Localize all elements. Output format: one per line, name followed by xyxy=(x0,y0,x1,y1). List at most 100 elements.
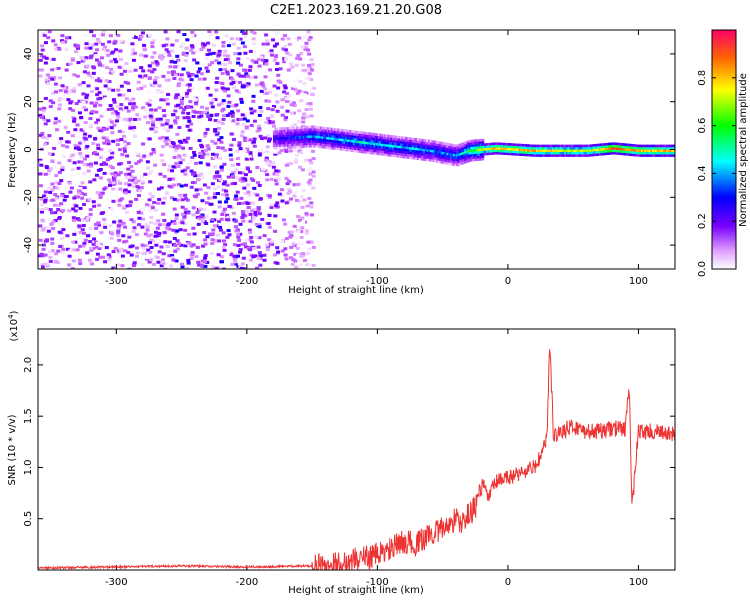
spectrogram-cell xyxy=(338,143,342,146)
spectrogram-cell xyxy=(82,136,87,140)
spectrogram-cell xyxy=(451,151,455,154)
spectrogram-cell xyxy=(428,158,432,162)
spectrogram-cell xyxy=(225,113,230,117)
spectrogram-cell xyxy=(462,142,466,145)
spectrogram-cell xyxy=(650,149,654,152)
spectrogram-cell xyxy=(79,56,84,60)
spectrogram-cell xyxy=(274,130,278,133)
spectrogram-cell xyxy=(278,185,283,189)
spectrogram-cell xyxy=(667,151,671,155)
spectrogram-cell xyxy=(434,150,438,153)
spectrogram-cell xyxy=(312,139,316,143)
spectrogram-cell xyxy=(280,137,284,140)
spectrogram-cell xyxy=(152,200,157,204)
spectrogram-cell xyxy=(108,118,113,122)
spectrogram-cell xyxy=(108,181,113,185)
spectrogram-cell xyxy=(182,33,187,37)
spectrogram-cell xyxy=(60,165,65,169)
spectrogram-cell xyxy=(343,134,347,137)
spectrogram-cell xyxy=(310,92,315,96)
spectrogram-cell xyxy=(103,260,108,264)
spectrogram-cell xyxy=(395,138,399,141)
spectrogram-cell xyxy=(164,229,169,233)
spectrogram-cell xyxy=(564,144,568,148)
spectrogram-cell xyxy=(293,131,297,135)
spectrogram-cell xyxy=(99,56,104,60)
spectrogram-cell xyxy=(53,249,58,253)
spectrogram-cell xyxy=(96,146,101,150)
spectrogram-cell xyxy=(399,145,403,149)
spectrogram-cell xyxy=(409,137,413,140)
spectrogram-cell xyxy=(429,149,433,152)
spectrogram-cell xyxy=(468,151,472,155)
spectrogram-cell xyxy=(484,152,488,156)
spectrogram-cell xyxy=(644,147,648,150)
spectrogram-cell xyxy=(381,136,385,139)
spectrogram-cell xyxy=(97,203,102,207)
spectrogram-cell xyxy=(218,228,223,232)
spectrogram-cell xyxy=(261,42,266,46)
spectrogram-cell xyxy=(473,149,477,152)
spectrogram-cell xyxy=(45,239,50,243)
spectrogram-cell xyxy=(135,113,140,117)
spectrogram-cell xyxy=(584,149,588,152)
spectrogram-cell xyxy=(392,137,396,141)
spectrogram-cell xyxy=(249,240,254,244)
spectrogram-cell xyxy=(92,204,97,208)
spectrogram-cell xyxy=(296,136,300,139)
spectrogram-cell xyxy=(332,135,336,138)
spectrogram-cell xyxy=(418,145,422,149)
spectrogram-cell xyxy=(153,108,158,112)
spectrogram-cell xyxy=(387,153,391,157)
spectrogram-cell xyxy=(180,265,185,269)
spectrogram-cell xyxy=(47,152,52,156)
spectrogram-cell xyxy=(581,154,585,157)
spectrogram-cell xyxy=(617,147,621,151)
spectrogram-cell xyxy=(410,156,414,160)
spectrogram-cell xyxy=(247,193,252,197)
spectrogram-cell xyxy=(352,149,356,153)
spectrogram-cell xyxy=(371,151,375,155)
spectrogram-cell xyxy=(270,114,275,118)
spectrogram-cell xyxy=(434,155,438,158)
spectrogram-cell xyxy=(85,219,90,223)
spectrogram-cell xyxy=(258,197,263,201)
spectrogram-cell xyxy=(100,64,105,68)
spectrogram-cell xyxy=(148,204,153,208)
spectrogram-cell xyxy=(395,140,399,144)
spectrogram-cell xyxy=(239,266,244,269)
spectrogram-cell xyxy=(283,127,287,130)
spectrogram-cell xyxy=(481,153,485,156)
spectrogram-cell xyxy=(186,136,191,140)
spectrogram-cell xyxy=(38,238,43,242)
spectrogram-cell xyxy=(269,205,274,209)
spectrogram-cell xyxy=(276,177,281,181)
spectrogram-cell xyxy=(213,155,218,159)
spectrogram-cell xyxy=(404,136,408,140)
spectrogram-cell xyxy=(40,44,45,48)
spectrogram-cell xyxy=(374,149,378,153)
spectrogram-cell xyxy=(454,149,458,152)
spectrogram-cell xyxy=(374,138,378,141)
spectrogram-cell xyxy=(520,148,524,152)
spectrogram-cell xyxy=(286,68,291,72)
spectrogram-cell xyxy=(301,126,305,129)
spectrogram-cell xyxy=(359,138,363,142)
spectrogram-cell xyxy=(459,150,463,154)
spectrogram-cell xyxy=(532,147,536,150)
spectrogram-cell xyxy=(262,234,267,238)
spectrogram-cell xyxy=(413,142,417,146)
spectrogram-cell xyxy=(97,246,102,250)
spectrogram-cell xyxy=(332,137,336,141)
spectrogram-cell xyxy=(293,87,298,91)
spectrogram-cell xyxy=(426,153,430,157)
spectrogram-cell xyxy=(50,117,55,121)
spectrogram-cell xyxy=(623,143,627,146)
spectrogram-cell xyxy=(622,150,626,153)
spectrogram-cell xyxy=(360,143,364,146)
spectrogram-cell xyxy=(309,77,314,81)
spectrogram-cell xyxy=(379,148,383,151)
y-tick-label: 0 xyxy=(23,146,34,152)
spectrogram-cell xyxy=(363,141,367,144)
